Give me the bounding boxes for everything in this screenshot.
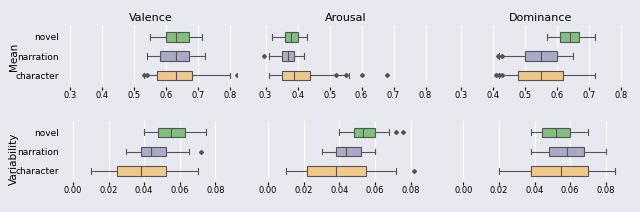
- FancyBboxPatch shape: [541, 128, 570, 137]
- FancyBboxPatch shape: [157, 71, 192, 80]
- FancyBboxPatch shape: [531, 166, 588, 176]
- FancyBboxPatch shape: [117, 166, 166, 176]
- FancyBboxPatch shape: [285, 32, 298, 42]
- FancyBboxPatch shape: [166, 32, 189, 42]
- FancyBboxPatch shape: [549, 147, 584, 156]
- Title: Valence: Valence: [129, 13, 172, 23]
- FancyBboxPatch shape: [336, 147, 361, 156]
- Title: Dominance: Dominance: [509, 13, 573, 23]
- FancyBboxPatch shape: [307, 166, 366, 176]
- FancyBboxPatch shape: [282, 71, 310, 80]
- FancyBboxPatch shape: [160, 51, 189, 61]
- FancyBboxPatch shape: [525, 51, 557, 61]
- Text: Variability: Variability: [9, 133, 19, 185]
- FancyBboxPatch shape: [518, 71, 563, 80]
- Title: Arousal: Arousal: [324, 13, 367, 23]
- Text: Mean: Mean: [9, 43, 19, 71]
- FancyBboxPatch shape: [560, 32, 579, 42]
- FancyBboxPatch shape: [158, 128, 185, 137]
- FancyBboxPatch shape: [141, 147, 166, 156]
- FancyBboxPatch shape: [354, 128, 375, 137]
- FancyBboxPatch shape: [282, 51, 294, 61]
